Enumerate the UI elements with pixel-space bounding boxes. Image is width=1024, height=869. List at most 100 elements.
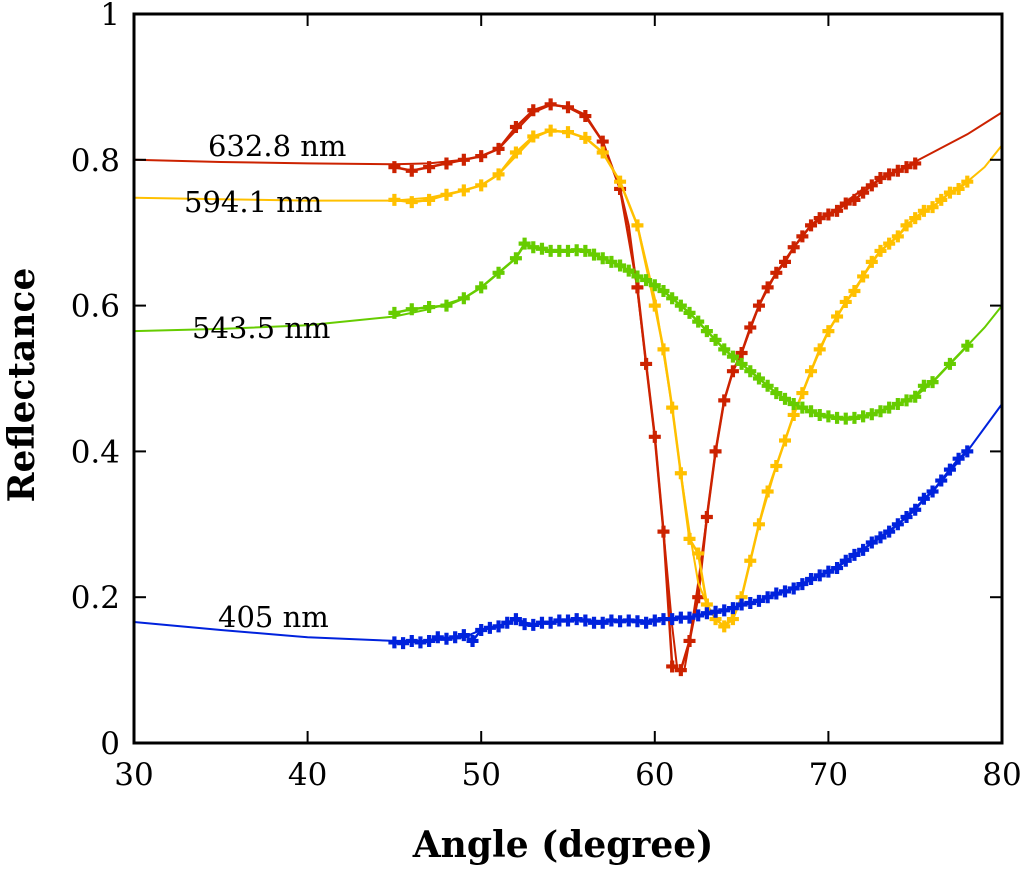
- data-point: [640, 616, 653, 629]
- data-point: [822, 208, 835, 221]
- data-point: [475, 281, 488, 294]
- data-point: [787, 408, 800, 421]
- data-point: [735, 357, 748, 370]
- data-point: [596, 616, 609, 629]
- data-point: [857, 270, 870, 283]
- data-point: [553, 614, 566, 627]
- data-point: [449, 631, 462, 644]
- series-label: 632.8 nm: [208, 129, 346, 163]
- data-point: [527, 104, 540, 117]
- data-point: [388, 306, 401, 319]
- data-point: [874, 172, 887, 185]
- data-point: [622, 614, 635, 627]
- data-point: [562, 244, 574, 257]
- data-point: [674, 299, 687, 312]
- data-point: [848, 285, 861, 298]
- data-point: [683, 634, 696, 647]
- data-point: [718, 343, 731, 356]
- data-point: [440, 157, 453, 170]
- measured-line-543-5-nm: [394, 242, 969, 420]
- data-point: [813, 343, 826, 356]
- data-point: [596, 146, 609, 159]
- data-point: [787, 241, 800, 254]
- data-point: [744, 321, 757, 334]
- data-point: [779, 255, 791, 268]
- data-point: [926, 376, 939, 389]
- data-point: [605, 614, 618, 627]
- data-point: [761, 485, 774, 498]
- data-point: [562, 126, 574, 139]
- data-point: [614, 615, 627, 628]
- data-point: [674, 467, 687, 480]
- data-point: [700, 511, 713, 524]
- data-point: [770, 387, 783, 400]
- data-point: [570, 613, 583, 626]
- data-point: [605, 255, 618, 268]
- data-point: [822, 410, 835, 423]
- data-point: [579, 131, 592, 144]
- data-point: [839, 197, 852, 210]
- data-point: [535, 242, 548, 255]
- data-point: [752, 299, 765, 312]
- data-point: [805, 405, 818, 418]
- data-point: [735, 591, 748, 604]
- data-point: [553, 244, 566, 257]
- data-point: [805, 219, 818, 232]
- data-point: [865, 179, 878, 192]
- data-point: [883, 237, 896, 250]
- data-point: [961, 445, 974, 458]
- series-label: 405 nm: [218, 600, 329, 634]
- data-point: [952, 182, 965, 195]
- data-point: [423, 634, 436, 647]
- data-point: [518, 618, 531, 631]
- data-point: [909, 390, 922, 403]
- data-point: [475, 179, 488, 192]
- series-543-5-nm: [133, 237, 1003, 425]
- data-point: [952, 452, 965, 465]
- x-tick-label: 40: [288, 757, 327, 793]
- measured-line-632-8-nm: [394, 103, 916, 672]
- y-tick-label: 0.8: [71, 143, 120, 179]
- data-point: [891, 230, 904, 243]
- data-point: [900, 511, 913, 524]
- data-point: [666, 660, 679, 673]
- data-point: [440, 299, 453, 312]
- y-tick-label: 0.2: [71, 580, 120, 616]
- x-axis-title: Angle (degree): [412, 824, 713, 866]
- data-point: [475, 150, 488, 163]
- data-point: [648, 299, 661, 312]
- series-layer: [133, 98, 1003, 677]
- labels-layer: 632.8 nm 594.1 nm 543.5 nm 405 nm: [184, 129, 346, 634]
- data-point: [483, 621, 496, 634]
- data-point: [657, 613, 670, 626]
- series-label: 594.1 nm: [184, 185, 322, 219]
- data-point: [813, 212, 826, 225]
- data-point: [909, 157, 922, 170]
- data-point: [805, 572, 818, 585]
- series-632-8-nm: [133, 98, 1003, 677]
- data-point: [405, 164, 418, 177]
- data-point: [848, 193, 861, 206]
- data-point: [648, 614, 661, 627]
- data-point: [527, 241, 540, 254]
- data-point: [405, 303, 418, 316]
- x-tick-label: 60: [635, 757, 674, 793]
- data-point: [943, 357, 956, 370]
- data-point: [726, 365, 739, 378]
- data-point: [839, 554, 852, 567]
- data-point: [614, 175, 627, 188]
- data-point: [414, 636, 427, 649]
- data-point: [822, 565, 835, 578]
- data-point: [935, 474, 948, 487]
- x-tick-label: 80: [982, 757, 1021, 793]
- data-point: [440, 632, 453, 645]
- data-point: [570, 244, 583, 257]
- data-point: [648, 430, 661, 443]
- data-point: [770, 587, 783, 600]
- data-point: [909, 212, 922, 225]
- data-point: [726, 602, 739, 615]
- data-point: [700, 607, 713, 620]
- data-point: [926, 201, 939, 214]
- data-point: [883, 168, 896, 181]
- data-point: [596, 135, 609, 148]
